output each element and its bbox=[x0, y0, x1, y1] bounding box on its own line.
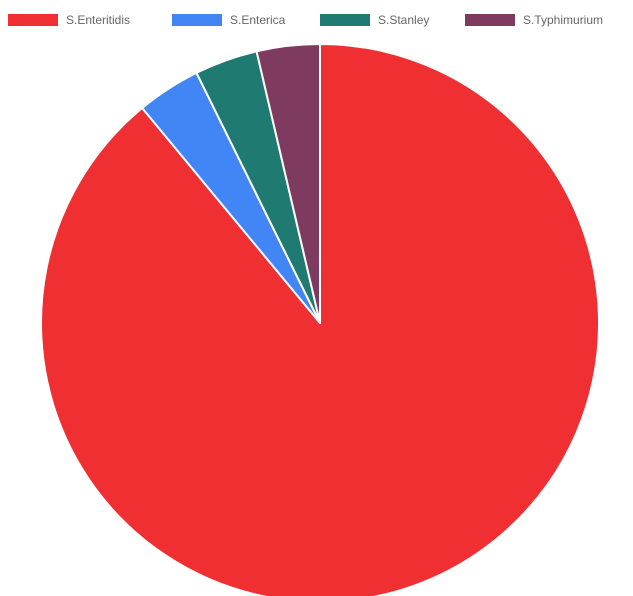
pie-slices bbox=[40, 43, 600, 596]
legend-label-s-enteritidis: S.Enteritidis bbox=[66, 13, 131, 27]
legend-item-s-enteritidis[interactable]: S.Enteritidis bbox=[8, 12, 130, 28]
legend-swatch-s-typhimurium bbox=[465, 14, 515, 26]
chart-legend: S.Enteritidis S.Enterica S.Stanley S.Typ… bbox=[0, 12, 633, 28]
legend-label-s-typhimurium: S.Typhimurium bbox=[523, 13, 604, 27]
legend-label-s-stanley: S.Stanley bbox=[378, 13, 430, 27]
pie-slice-s-typhimurium[interactable] bbox=[255, 43, 321, 324]
legend-swatch-s-stanley bbox=[320, 14, 370, 26]
legend-item-s-typhimurium[interactable]: S.Typhimurium bbox=[465, 12, 603, 28]
legend-label-s-enterica: S.Enterica bbox=[230, 13, 286, 27]
legend-swatch-s-enterica bbox=[172, 14, 222, 26]
legend-swatch-s-enteritidis bbox=[8, 14, 58, 26]
legend-item-s-stanley[interactable]: S.Stanley bbox=[320, 12, 429, 28]
legend-item-s-enterica[interactable]: S.Enterica bbox=[172, 12, 285, 28]
